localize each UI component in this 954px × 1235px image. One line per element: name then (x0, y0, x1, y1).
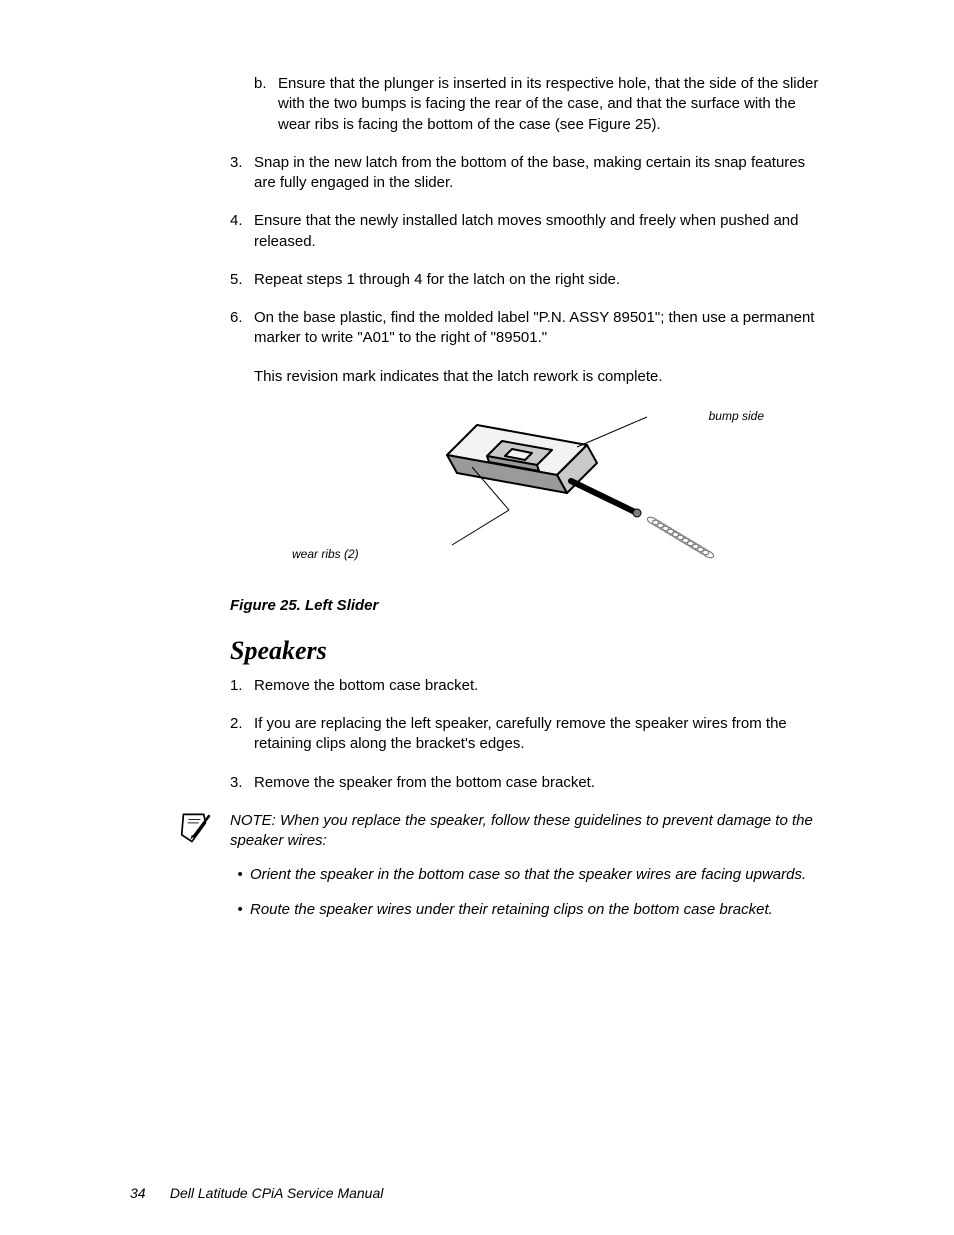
footer-title: Dell Latitude CPiA Service Manual (170, 1185, 383, 1201)
speakers-step-1-marker: 1. (230, 676, 254, 696)
step-5-marker: 5. (230, 270, 254, 290)
note-row: NOTE: When you replace the speaker, foll… (130, 811, 824, 852)
figure-25-caption: Figure 25. Left Slider (230, 597, 824, 614)
speakers-step-1: 1. Remove the bottom case bracket. (230, 676, 824, 696)
bullets: • Orient the speaker in the bottom case … (230, 865, 824, 920)
step-3-marker: 3. (230, 153, 254, 173)
speakers-step-1-text: Remove the bottom case bracket. (254, 676, 824, 696)
page: b. Ensure that the plunger is inserted i… (0, 0, 954, 1235)
step-4-text: Ensure that the newly installed latch mo… (254, 211, 824, 252)
step-4-marker: 4. (230, 211, 254, 231)
page-number: 34 (130, 1185, 166, 1201)
bullet-1-marker: • (230, 865, 250, 885)
step-5-text: Repeat steps 1 through 4 for the latch o… (254, 270, 824, 290)
figure-25-label-ribs: wear ribs (2) (292, 547, 359, 561)
substep-b: b. Ensure that the plunger is inserted i… (254, 74, 824, 135)
step-6-text: On the base plastic, find the molded lab… (254, 308, 824, 349)
step-6-marker: 6. (230, 308, 254, 328)
step-3-text: Snap in the new latch from the bottom of… (254, 153, 824, 194)
bullet-1-text: Orient the speaker in the bottom case so… (250, 865, 806, 885)
figure-25-illustration (337, 405, 717, 585)
bullet-1: • Orient the speaker in the bottom case … (230, 865, 824, 885)
step-6: 6. On the base plastic, find the molded … (230, 308, 824, 349)
speakers-step-3-marker: 3. (230, 773, 254, 793)
step-4: 4. Ensure that the newly installed latch… (230, 211, 824, 252)
bullet-2: • Route the speaker wires under their re… (230, 900, 824, 920)
figure-25: bump side wear ribs (2) (230, 405, 824, 585)
step-3: 3. Snap in the new latch from the bottom… (230, 153, 824, 194)
bullet-2-text: Route the speaker wires under their reta… (250, 900, 773, 920)
speakers-step-3: 3. Remove the speaker from the bottom ca… (230, 773, 824, 793)
figure-25-label-bump: bump side (709, 409, 764, 423)
note-icon (130, 811, 230, 850)
step-5: 5. Repeat steps 1 through 4 for the latc… (230, 270, 824, 290)
speakers-step-2: 2. If you are replacing the left speaker… (230, 714, 824, 755)
speakers-step-3-text: Remove the speaker from the bottom case … (254, 773, 824, 793)
note-text: NOTE: When you replace the speaker, foll… (230, 811, 824, 852)
speakers-step-2-text: If you are replacing the left speaker, c… (254, 714, 824, 755)
page-footer: 34 Dell Latitude CPiA Service Manual (130, 1185, 383, 1201)
substep-b-marker: b. (254, 74, 278, 94)
revision-note: This revision mark indicates that the la… (254, 367, 824, 387)
substep-b-text: Ensure that the plunger is inserted in i… (278, 74, 824, 135)
bullet-2-marker: • (230, 900, 250, 920)
speakers-step-2-marker: 2. (230, 714, 254, 734)
main-content: b. Ensure that the plunger is inserted i… (230, 74, 824, 793)
speakers-header: Speakers (230, 636, 824, 666)
